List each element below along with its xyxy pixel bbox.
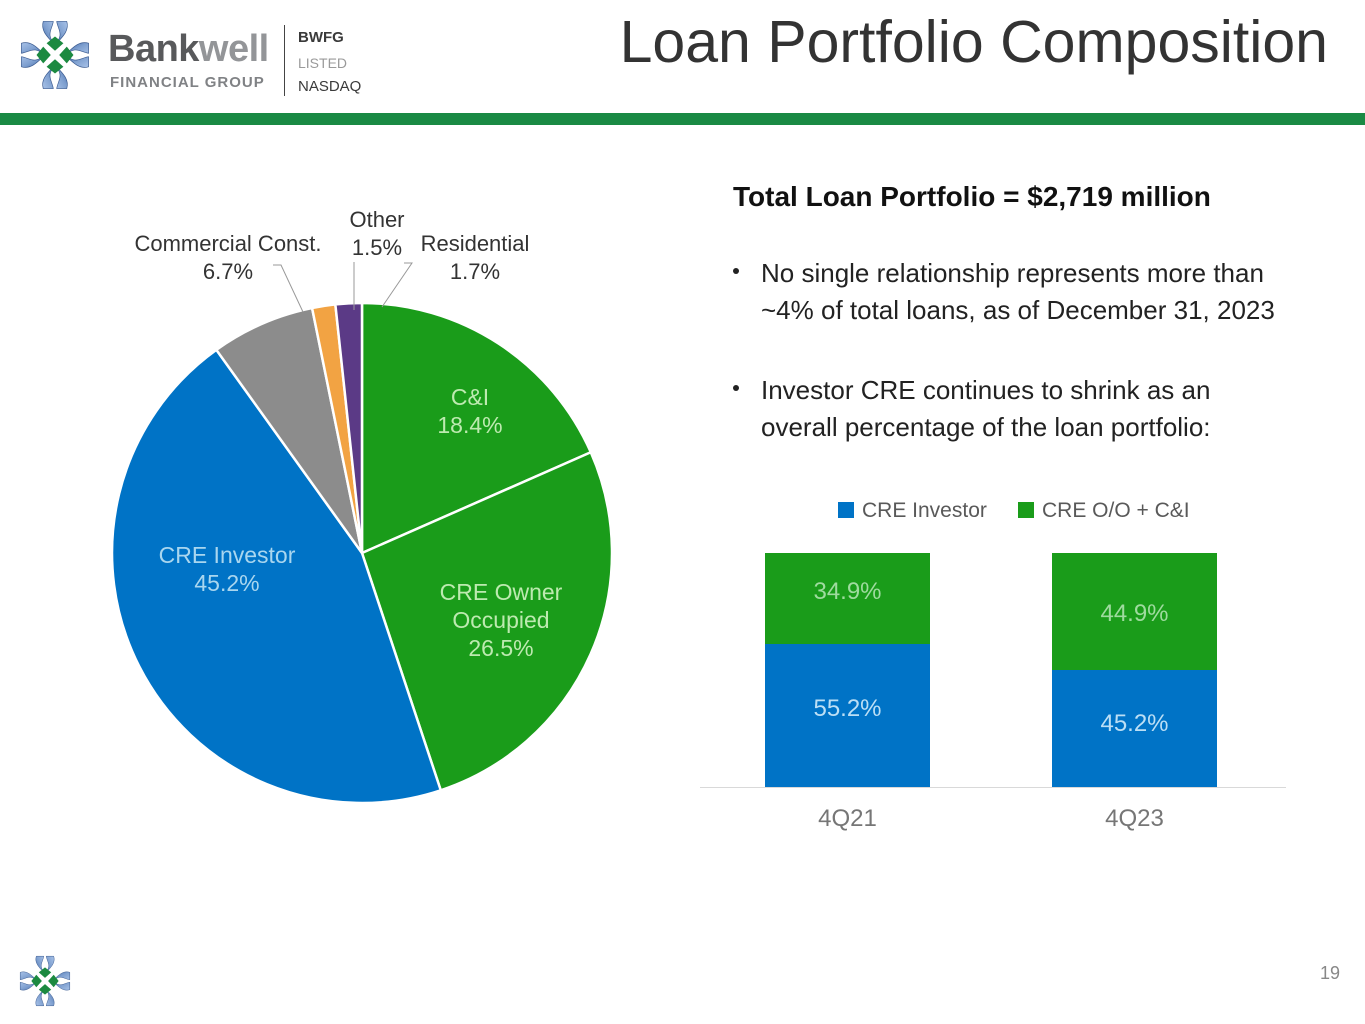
svg-text:CRE Investor: CRE Investor: [159, 542, 296, 568]
svg-text:1.7%: 1.7%: [450, 259, 500, 284]
svg-text:1.5%: 1.5%: [352, 235, 402, 260]
svg-text:C&I: C&I: [451, 384, 489, 410]
svg-text:6.7%: 6.7%: [203, 259, 253, 284]
svg-text:45.2%: 45.2%: [194, 570, 259, 596]
svg-text:Residential: Residential: [421, 231, 530, 256]
svg-text:CRE Owner: CRE Owner: [440, 579, 563, 605]
svg-text:Commercial Const.: Commercial Const.: [134, 231, 321, 256]
svg-text:26.5%: 26.5%: [468, 635, 533, 661]
svg-text:Occupied: Occupied: [452, 607, 549, 633]
svg-text:Other: Other: [349, 207, 404, 232]
svg-text:18.4%: 18.4%: [437, 412, 502, 438]
